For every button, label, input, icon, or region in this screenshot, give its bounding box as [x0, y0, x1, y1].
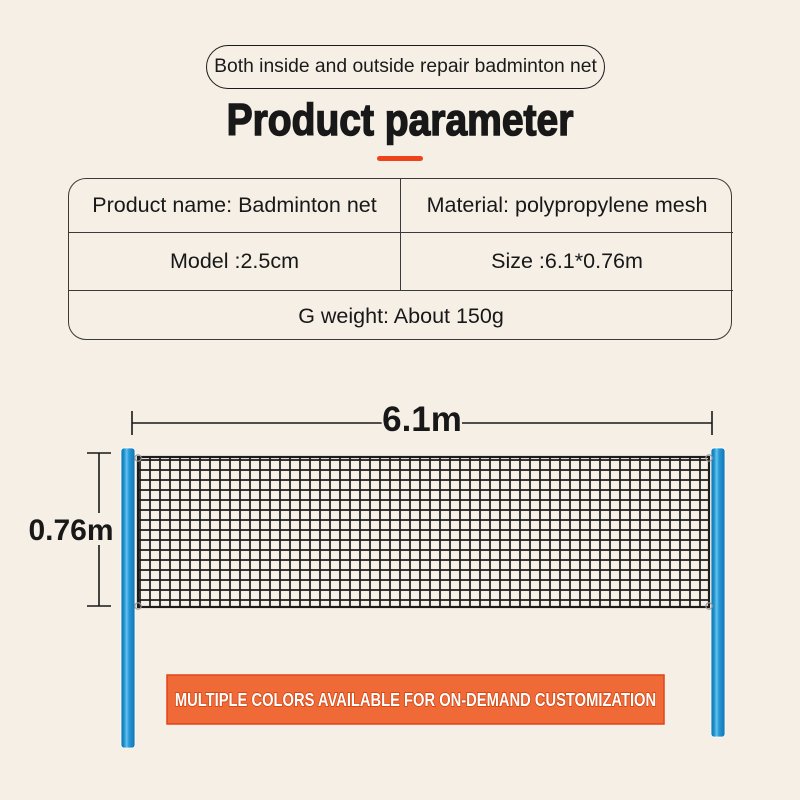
svg-text:MULTIPLE COLORS AVAILABLE FOR: MULTIPLE COLORS AVAILABLE FOR ON-DEMAND … [175, 689, 656, 710]
svg-text:0.76m: 0.76m [28, 514, 113, 547]
svg-text:6.1m: 6.1m [382, 400, 462, 439]
